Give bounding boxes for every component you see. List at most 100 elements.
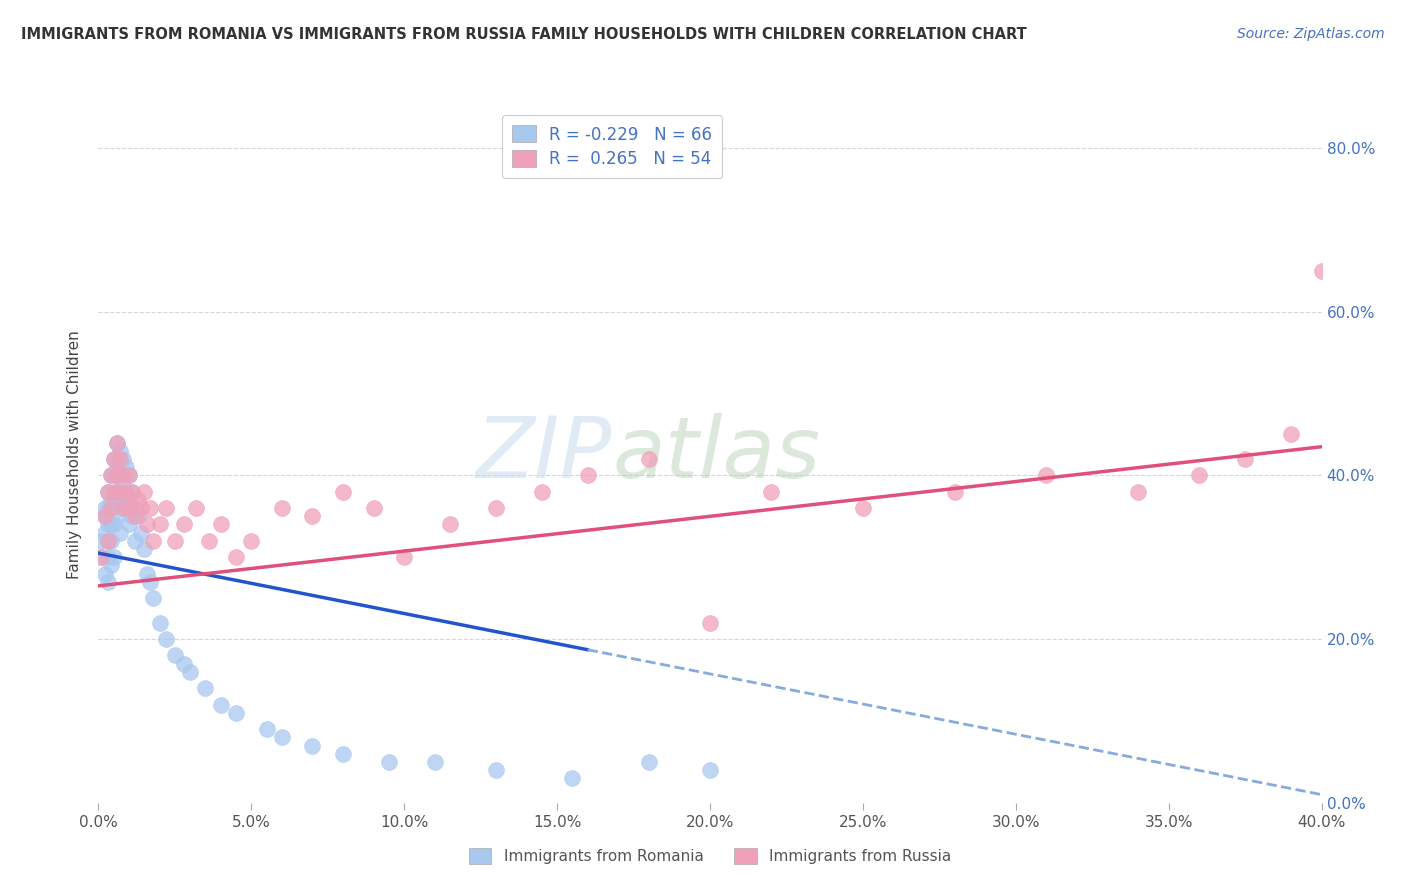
Point — [179, 665, 201, 679]
Point — [105, 509, 128, 524]
Point — [423, 755, 446, 769]
Point — [576, 468, 599, 483]
Point — [105, 460, 128, 475]
Text: atlas: atlas — [612, 413, 820, 497]
Point — [485, 763, 508, 777]
Point — [97, 484, 120, 499]
Legend: R = -0.229   N = 66, R =  0.265   N = 54: R = -0.229 N = 66, R = 0.265 N = 54 — [502, 115, 723, 178]
Point — [124, 501, 146, 516]
Point — [111, 501, 134, 516]
Point — [485, 501, 508, 516]
Point — [121, 509, 143, 524]
Point — [270, 501, 292, 516]
Point — [301, 509, 323, 524]
Point — [129, 525, 152, 540]
Point — [637, 452, 661, 467]
Point — [1035, 468, 1057, 483]
Point — [105, 484, 128, 499]
Point — [115, 484, 138, 499]
Point — [1279, 427, 1302, 442]
Point — [1234, 452, 1257, 467]
Point — [256, 722, 278, 736]
Point — [103, 550, 125, 565]
Point — [1128, 484, 1150, 499]
Point — [97, 484, 120, 499]
Point — [100, 558, 122, 573]
Point — [93, 509, 115, 524]
Point — [105, 435, 128, 450]
Point — [1310, 264, 1333, 278]
Point — [129, 501, 152, 516]
Point — [100, 501, 122, 516]
Point — [134, 542, 156, 557]
Point — [363, 501, 385, 516]
Point — [240, 533, 263, 548]
Point — [149, 517, 172, 532]
Point — [225, 706, 247, 720]
Point — [209, 698, 232, 712]
Point — [108, 443, 131, 458]
Point — [134, 484, 156, 499]
Point — [103, 468, 125, 483]
Point — [699, 615, 721, 630]
Point — [136, 566, 159, 581]
Point — [118, 501, 141, 516]
Point — [111, 468, 134, 483]
Point — [90, 550, 112, 565]
Point — [142, 533, 165, 548]
Point — [115, 460, 138, 475]
Point — [759, 484, 782, 499]
Point — [111, 501, 134, 516]
Point — [270, 731, 292, 745]
Point — [100, 468, 122, 483]
Point — [121, 484, 143, 499]
Point — [90, 550, 112, 565]
Point — [97, 501, 120, 516]
Point — [1188, 468, 1211, 483]
Point — [121, 484, 143, 499]
Point — [124, 509, 146, 524]
Point — [852, 501, 875, 516]
Point — [136, 517, 159, 532]
Point — [100, 492, 122, 507]
Point — [392, 550, 416, 565]
Point — [155, 501, 177, 516]
Point — [118, 492, 141, 507]
Point — [163, 533, 186, 548]
Point — [111, 452, 134, 467]
Point — [699, 763, 721, 777]
Point — [100, 533, 122, 548]
Point — [155, 632, 177, 646]
Point — [149, 615, 172, 630]
Point — [530, 484, 553, 499]
Point — [100, 517, 122, 532]
Point — [105, 468, 128, 483]
Point — [186, 501, 208, 516]
Point — [943, 484, 966, 499]
Point — [127, 509, 149, 524]
Point — [139, 501, 162, 516]
Point — [124, 533, 146, 548]
Point — [139, 574, 162, 589]
Point — [561, 771, 583, 785]
Point — [108, 468, 131, 483]
Point — [97, 574, 120, 589]
Point — [142, 591, 165, 606]
Point — [194, 681, 217, 696]
Point — [103, 452, 125, 467]
Point — [108, 525, 131, 540]
Point — [378, 755, 401, 769]
Point — [173, 657, 195, 671]
Point — [127, 492, 149, 507]
Y-axis label: Family Households with Children: Family Households with Children — [67, 331, 83, 579]
Point — [108, 492, 131, 507]
Point — [209, 517, 232, 532]
Point — [97, 517, 120, 532]
Point — [118, 517, 141, 532]
Point — [103, 452, 125, 467]
Text: ZIP: ZIP — [475, 413, 612, 497]
Point — [103, 484, 125, 499]
Point — [108, 484, 131, 499]
Point — [93, 501, 115, 516]
Point — [332, 747, 354, 761]
